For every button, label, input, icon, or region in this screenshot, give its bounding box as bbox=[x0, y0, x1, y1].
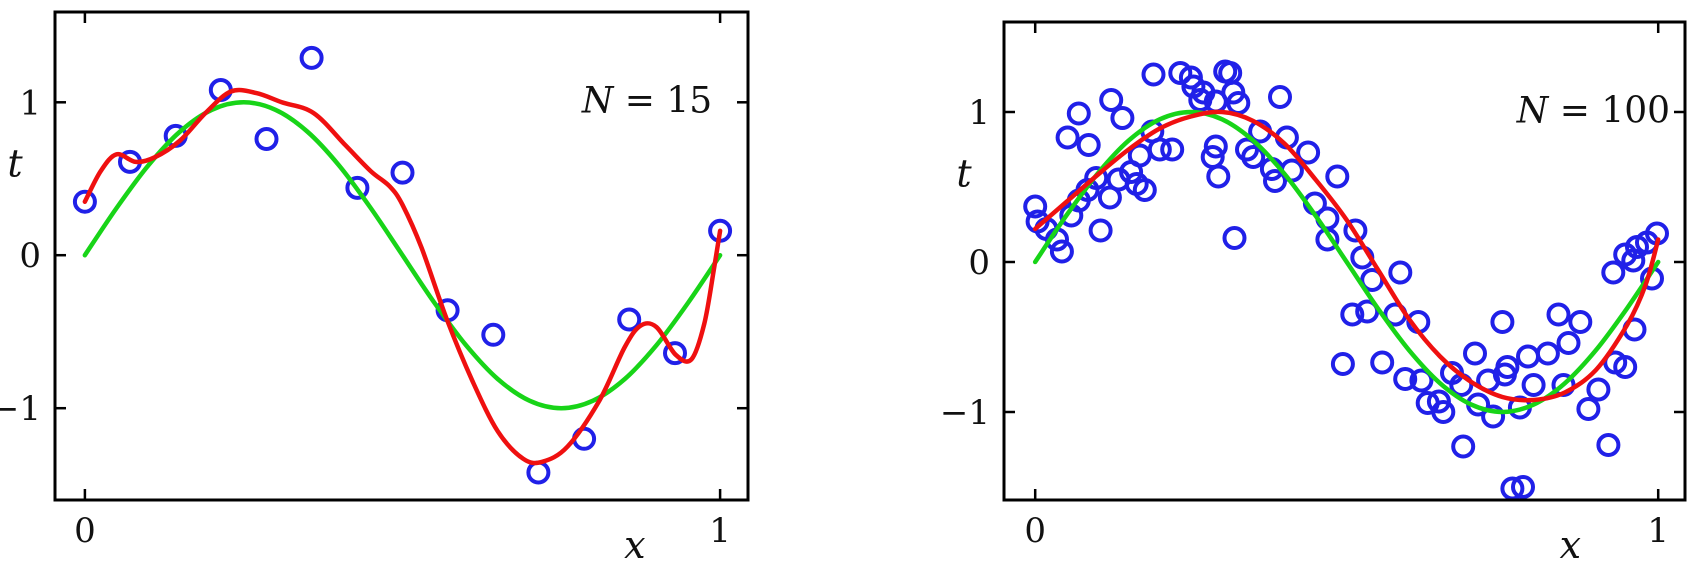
y-tick-label: 1 bbox=[968, 93, 990, 133]
y-axis-label: t bbox=[956, 152, 972, 196]
plot-n100: 0 1 1 0 −1 x t N = 100 bbox=[940, 20, 1687, 564]
y-axis-label: t bbox=[7, 141, 23, 185]
data-point-marker bbox=[526, 460, 551, 485]
data-point-marker bbox=[1213, 59, 1238, 84]
data-point-marker bbox=[1110, 106, 1135, 130]
data-point-marker bbox=[1576, 397, 1601, 421]
data-point-marker bbox=[1431, 400, 1456, 424]
data-point-marker bbox=[1546, 302, 1571, 327]
data-point-marker bbox=[1535, 341, 1560, 366]
data-point-marker bbox=[1055, 125, 1080, 150]
true-sine-curve bbox=[1032, 109, 1661, 415]
data-point-marker bbox=[1586, 377, 1611, 402]
data-point-marker bbox=[1160, 137, 1185, 162]
x-tick-label: 1 bbox=[1647, 511, 1669, 551]
y-tick-label: 0 bbox=[19, 236, 41, 276]
x-tick-label: 0 bbox=[74, 511, 96, 551]
data-point-marker bbox=[1141, 62, 1166, 87]
data-point-marker bbox=[663, 341, 687, 366]
data-point-marker bbox=[1568, 310, 1593, 334]
y-tick-label: −1 bbox=[0, 389, 41, 429]
data-point-marker bbox=[1084, 166, 1109, 190]
plot-svg: 0 1 1 0 −1 x t N = 15 bbox=[0, 10, 750, 564]
data-point-marker bbox=[1340, 302, 1365, 327]
data-point-marker bbox=[1511, 475, 1535, 499]
data-point-marker bbox=[1481, 404, 1506, 429]
data-point-marker bbox=[1188, 88, 1213, 112]
data-point-marker bbox=[1147, 137, 1172, 162]
data-point-marker bbox=[1023, 194, 1048, 219]
data-point-marker bbox=[1451, 434, 1476, 459]
plot-svg: 0 1 1 0 −1 x t N = 100 bbox=[940, 20, 1687, 564]
data-point-marker bbox=[72, 189, 97, 214]
polynomial-fit-curve bbox=[82, 87, 723, 466]
data-point-marker bbox=[1409, 368, 1434, 393]
y-tick-label: 0 bbox=[968, 243, 990, 283]
x-axis-label: x bbox=[624, 523, 645, 564]
data-point-marker bbox=[1066, 101, 1091, 126]
data-point-marker bbox=[254, 127, 279, 151]
data-point-marker bbox=[1049, 239, 1074, 264]
data-point-marker bbox=[1343, 218, 1368, 243]
x-axis-label: x bbox=[1560, 523, 1581, 564]
data-point-marker bbox=[481, 322, 506, 347]
data-point-marker bbox=[1330, 352, 1355, 376]
polynomial-fit-curve bbox=[1032, 109, 1661, 403]
data-point-marker bbox=[1601, 260, 1626, 285]
data-point-marker bbox=[1099, 88, 1124, 112]
data-point-marker bbox=[1088, 218, 1113, 243]
data-point-marker bbox=[299, 45, 324, 70]
x-tick-label: 1 bbox=[709, 511, 731, 551]
plot-n15: 0 1 1 0 −1 x t N = 15 bbox=[0, 10, 750, 564]
data-point-marker bbox=[1393, 367, 1418, 391]
sample-size-annotation: N = 15 bbox=[581, 81, 712, 122]
data-point-marker bbox=[1263, 169, 1287, 193]
data-point-marker bbox=[1516, 344, 1540, 369]
data-point-marker bbox=[1613, 355, 1638, 379]
data-point-marker bbox=[1355, 299, 1380, 324]
data-point-marker bbox=[1268, 85, 1292, 109]
data-point-marker bbox=[1521, 373, 1546, 397]
data-point-marker bbox=[1621, 248, 1646, 273]
data-point-marker bbox=[1296, 140, 1321, 165]
data-point-marker bbox=[1241, 145, 1266, 169]
data-point-marker bbox=[1222, 226, 1247, 250]
x-tick-label: 0 bbox=[1024, 511, 1046, 551]
data-point-marker bbox=[1596, 433, 1621, 457]
data-point-marker bbox=[1203, 134, 1228, 159]
data-point-marker bbox=[617, 307, 642, 332]
data-point-marker bbox=[1556, 331, 1581, 355]
data-point-marker bbox=[1325, 164, 1350, 189]
data-point-marker bbox=[1206, 164, 1231, 189]
data-point-marker bbox=[1463, 341, 1487, 366]
data-point-marker bbox=[1132, 178, 1157, 202]
y-tick-label: 1 bbox=[19, 83, 41, 123]
data-point-marker bbox=[1388, 260, 1413, 285]
data-point-marker bbox=[1490, 310, 1515, 334]
data-point-marker bbox=[1495, 355, 1520, 379]
data-point-marker bbox=[1076, 133, 1101, 157]
data-point-marker bbox=[390, 160, 415, 185]
data-point-marker bbox=[1370, 350, 1395, 375]
data-point-marker bbox=[345, 175, 370, 200]
y-tick-label: −1 bbox=[940, 393, 990, 433]
true-sine-curve bbox=[82, 100, 723, 411]
sample-size-annotation: N = 100 bbox=[1516, 91, 1670, 132]
